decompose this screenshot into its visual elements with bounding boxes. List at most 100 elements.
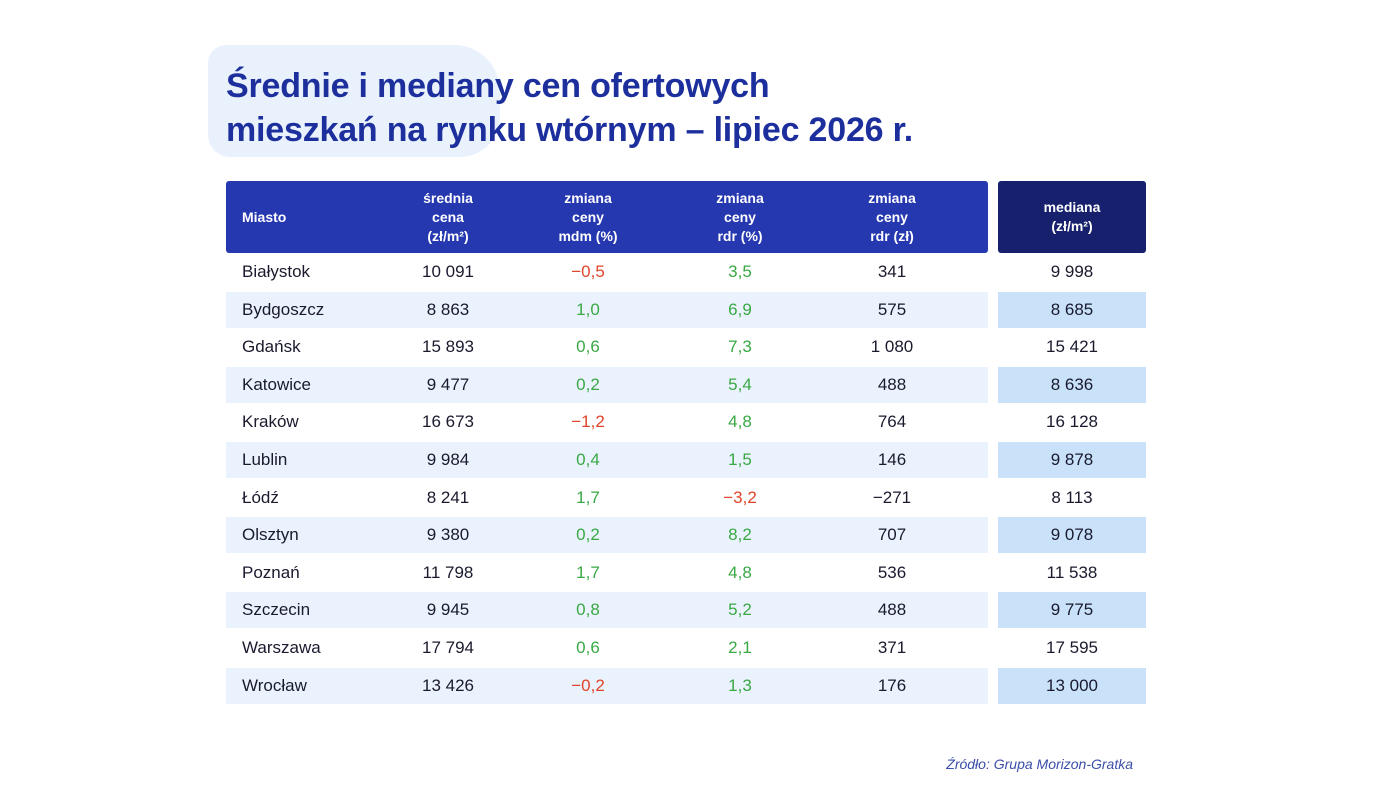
cell-change-rdr-zl: 371 [877, 637, 907, 657]
row-background [226, 366, 988, 403]
cell-city: Łódź [242, 487, 279, 507]
cell-change-rdr-zl: 488 [877, 374, 907, 394]
cell-city: Gdańsk [242, 337, 301, 357]
cell-change-rdr-pct: 4,8 [728, 562, 752, 582]
cell-change-rdr-pct: 3,5 [728, 262, 752, 281]
table-row: Białystok 10 091 −0,5 3,5 341 9 998 [226, 253, 1146, 291]
median-cell-background [998, 517, 1146, 554]
cell-city: Bydgoszcz [242, 299, 325, 319]
cell-city: Warszawa [242, 637, 321, 657]
cell-avg-price: 9 477 [426, 374, 470, 394]
cell-change-rdr-pct: 2,1 [728, 637, 752, 657]
cell-change-mdm: 0,6 [576, 637, 600, 657]
header-city: Miasto [242, 208, 287, 225]
cell-change-mdm: −0,5 [571, 262, 605, 281]
cell-avg-price: 9 380 [426, 525, 470, 545]
cell-change-mdm: 1,0 [576, 299, 600, 319]
row-background [226, 592, 988, 629]
header-avg-price: średnia cena (zł/m²) [423, 189, 473, 244]
table-row: Warszawa 17 794 0,6 2,1 371 17 595 [226, 629, 1146, 667]
cell-change-rdr-zl: 146 [877, 449, 907, 469]
median-cell-background [998, 291, 1146, 328]
header-background [226, 181, 988, 253]
table-row: Szczecin 9 945 0,8 5,2 488 9 775 [226, 591, 1146, 629]
cell-change-rdr-pct: 7,3 [728, 337, 752, 357]
cell-city: Katowice [242, 374, 311, 394]
cell-avg-price: 9 945 [426, 600, 470, 620]
cell-change-mdm: 1,7 [576, 562, 600, 582]
cell-change-rdr-zl: 536 [877, 562, 907, 582]
table-row: Olsztyn 9 380 0,2 8,2 707 9 078 [226, 516, 1146, 554]
cell-change-rdr-pct: 5,2 [728, 600, 752, 620]
cell-avg-price: 8 863 [426, 299, 470, 319]
cell-avg-price: 11 798 [422, 562, 474, 582]
table-row: Łódź 8 241 1,7 −3,2 −271 8 113 [226, 479, 1146, 517]
cell-change-rdr-zl: 1 080 [870, 337, 914, 357]
row-background [226, 517, 988, 554]
cell-city: Lublin [242, 449, 288, 469]
cell-city: Białystok [242, 262, 311, 281]
table-body: Białystok 10 091 −0,5 3,5 341 9 998 Bydgoszcz 8… [226, 253, 1146, 704]
cell-median: 9 078 [1050, 525, 1094, 545]
title-line-2: mieszkań na rynku wtórnym – lipiec 2026 … [226, 111, 914, 149]
price-table: Miasto średnia cena (zł/m²) zmiana ceny … [226, 181, 1146, 704]
cell-avg-price: 17 794 [422, 637, 474, 657]
table-row: Lublin 9 984 0,4 1,5 146 9 878 [226, 441, 1146, 479]
cell-avg-price: 16 673 [422, 412, 474, 432]
table-row: Wrocław 13 426 −0,2 1,3 176 13 000 [226, 667, 1146, 705]
row-background [226, 441, 988, 478]
cell-city: Poznań [242, 562, 300, 582]
cell-avg-price: 9 984 [426, 449, 470, 469]
row-background [226, 291, 988, 328]
cell-median: 17 595 [1046, 637, 1098, 657]
median-header-background [998, 181, 1146, 253]
cell-change-rdr-pct: 6,9 [728, 299, 752, 319]
cell-change-rdr-zl: 488 [877, 600, 907, 620]
cell-median: 8 636 [1050, 374, 1094, 394]
cell-change-rdr-pct: 1,5 [728, 449, 752, 469]
cell-change-rdr-zl: −271 [872, 487, 912, 507]
median-cell-background [998, 592, 1146, 629]
table-row: Kraków 16 673 −1,2 4,8 764 16 128 [226, 403, 1146, 441]
cell-change-rdr-pct: 1,3 [728, 675, 752, 695]
cell-median: 9 878 [1050, 449, 1094, 469]
cell-change-rdr-pct: 4,8 [728, 412, 752, 432]
cell-city: Olsztyn [242, 525, 299, 545]
cell-median: 8 113 [1051, 487, 1093, 507]
cell-median: 13 000 [1046, 675, 1098, 695]
cell-change-rdr-pct: 5,4 [728, 374, 752, 394]
table-row: Bydgoszcz 8 863 1,0 6,9 575 8 685 [226, 291, 1146, 329]
cell-median: 9 775 [1050, 600, 1094, 620]
cell-avg-price: 13 426 [422, 675, 474, 695]
cell-avg-price: 8 241 [426, 487, 470, 507]
title-highlight-shape [208, 45, 500, 157]
table-row: Poznań 11 798 1,7 4,8 536 11 538 [226, 554, 1146, 592]
cell-change-rdr-zl: 764 [877, 412, 907, 432]
page-title: Średnie i mediany cen ofertowych mieszka… [226, 64, 1186, 152]
median-cell-background [998, 667, 1146, 704]
cell-change-mdm: 0,6 [576, 337, 600, 357]
header-change-rdr-zl: zmiana ceny rdr (zł) [868, 189, 916, 244]
cell-change-rdr-zl: 176 [877, 675, 907, 695]
cell-change-rdr-zl: 707 [877, 525, 907, 545]
cell-change-mdm: −1,2 [571, 412, 605, 432]
median-cell-background [998, 441, 1146, 478]
median-cell-background [998, 366, 1146, 403]
cell-city: Szczecin [242, 600, 311, 620]
cell-change-rdr-zl: 575 [877, 299, 907, 319]
cell-change-mdm: 0,2 [576, 525, 600, 545]
cell-change-mdm: 0,2 [576, 374, 600, 394]
cell-change-rdr-pct: −3,2 [723, 487, 757, 507]
source-note: Źródło: Grupa Morizon-Gratka [946, 756, 1133, 772]
cell-avg-price: 15 893 [422, 337, 474, 357]
cell-median: 9 998 [1050, 262, 1094, 281]
cell-change-mdm: 0,4 [576, 449, 600, 469]
table-header: Miasto średnia cena (zł/m²) zmiana ceny … [226, 181, 1146, 253]
cell-city: Wrocław [242, 675, 307, 695]
cell-median: 15 421 [1046, 337, 1098, 357]
table-row: Gdańsk 15 893 0,6 7,3 1 080 15 421 [226, 328, 1146, 366]
cell-median: 8 685 [1050, 299, 1094, 319]
cell-median: 11 538 [1046, 562, 1098, 582]
cell-change-rdr-zl: 341 [877, 262, 907, 281]
